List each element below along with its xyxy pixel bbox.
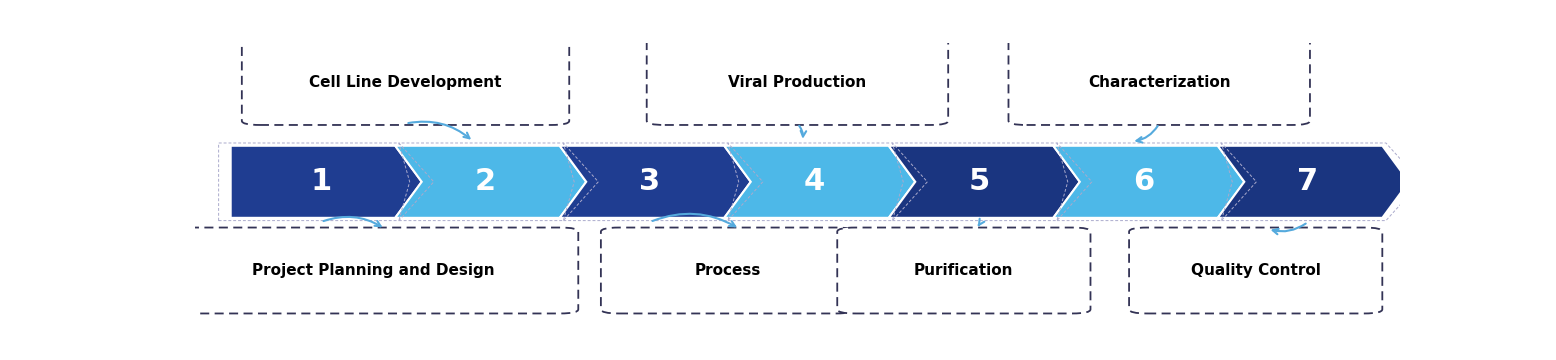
FancyBboxPatch shape [241,39,569,125]
Text: Process: Process [694,263,761,278]
Polygon shape [1053,146,1245,218]
Text: 4: 4 [804,167,825,196]
FancyBboxPatch shape [168,228,579,314]
Text: 1: 1 [310,167,331,196]
FancyBboxPatch shape [1008,39,1310,125]
Text: Quality Control: Quality Control [1190,263,1321,278]
Polygon shape [1218,146,1408,218]
Text: Cell Line Development: Cell Line Development [310,75,501,90]
Text: Purification: Purification [913,263,1013,278]
Text: Project Planning and Design: Project Planning and Design [252,263,495,278]
FancyBboxPatch shape [647,39,948,125]
Text: 5: 5 [968,167,990,196]
Polygon shape [560,146,750,218]
Text: 7: 7 [1298,167,1318,196]
FancyBboxPatch shape [601,228,854,314]
FancyBboxPatch shape [837,228,1091,314]
Polygon shape [888,146,1080,218]
Text: 6: 6 [1133,167,1155,196]
FancyBboxPatch shape [1130,228,1382,314]
Polygon shape [230,146,422,218]
Text: 3: 3 [640,167,660,196]
Text: Characterization: Characterization [1088,75,1231,90]
Text: Viral Production: Viral Production [728,75,867,90]
Text: 2: 2 [475,167,496,196]
Polygon shape [724,146,915,218]
Polygon shape [395,146,587,218]
